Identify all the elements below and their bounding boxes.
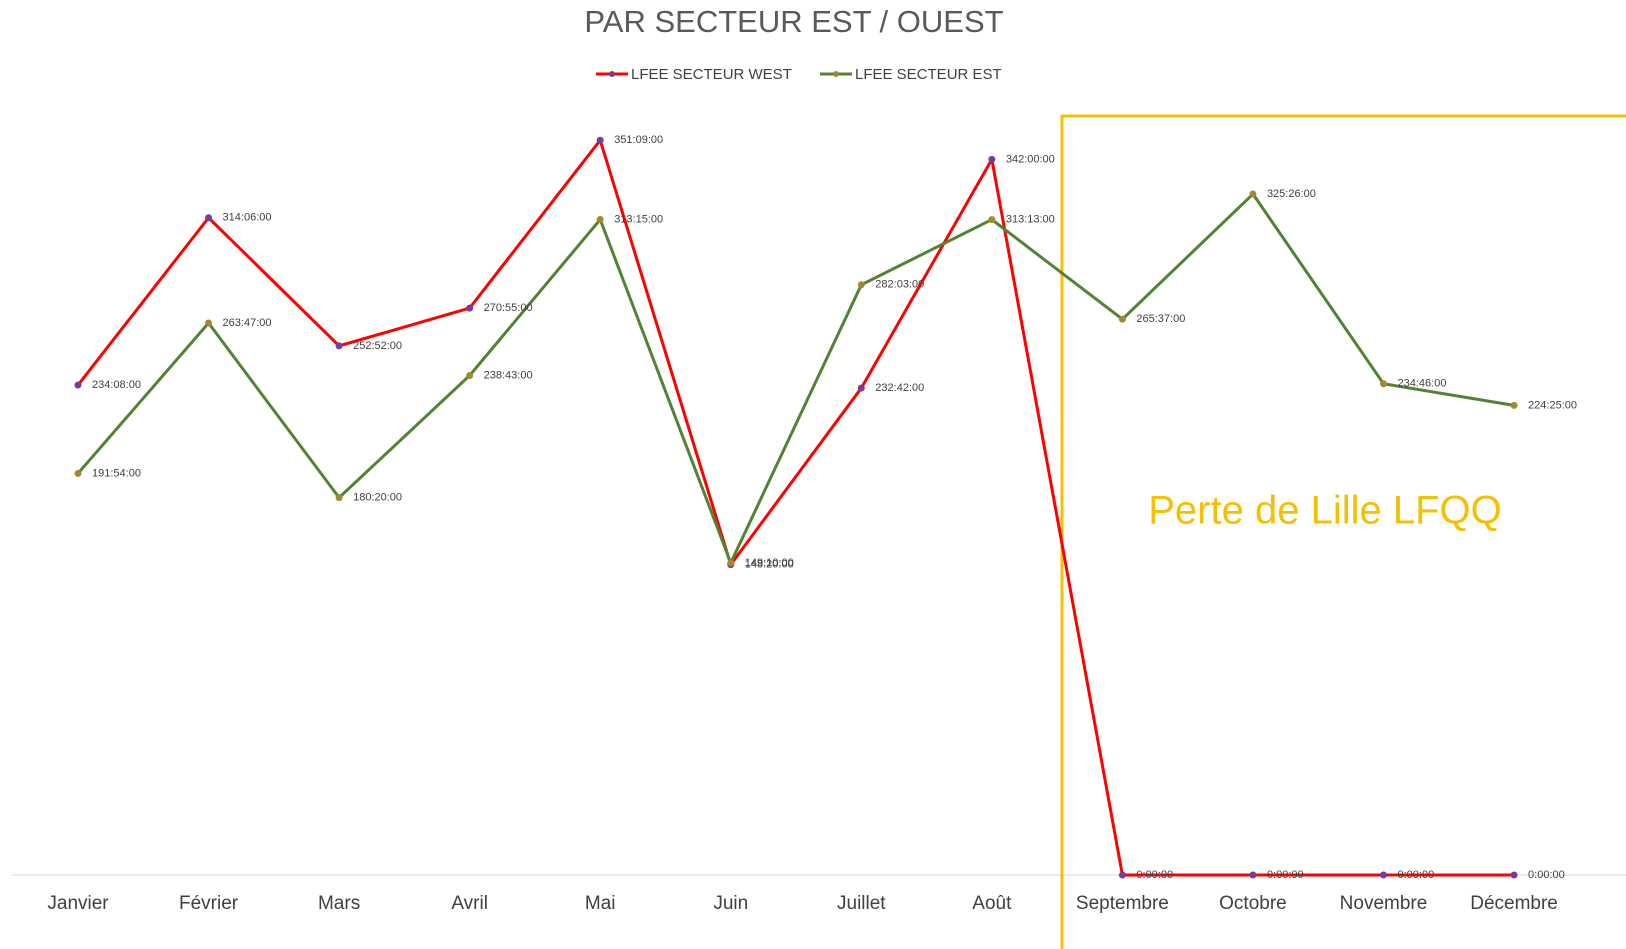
data-point bbox=[857, 384, 865, 392]
data-label: 314:06:00 bbox=[223, 212, 272, 224]
data-label: 180:20:00 bbox=[353, 492, 402, 504]
data-point bbox=[1118, 871, 1126, 879]
data-point bbox=[1380, 871, 1387, 879]
data-label: 282:03:00 bbox=[875, 279, 924, 291]
data-label: 351:09:00 bbox=[614, 134, 663, 146]
x-tick-label: Juin bbox=[713, 893, 748, 914]
x-tick-label: Mars bbox=[318, 893, 360, 914]
series-line bbox=[76, 192, 1515, 565]
data-label: 270:55:00 bbox=[484, 302, 533, 314]
x-tick-label: Août bbox=[972, 893, 1012, 914]
legend-label: LFEE SECTEUR EST bbox=[855, 66, 1002, 83]
data-label: 234:08:00 bbox=[92, 379, 141, 391]
data-label: 148:20:00 bbox=[745, 559, 794, 571]
data-label: 232:42:00 bbox=[875, 382, 924, 394]
data-label: 149:10:00 bbox=[745, 557, 794, 569]
data-point bbox=[1510, 401, 1518, 409]
data-point bbox=[205, 319, 213, 327]
data-label: 252:52:00 bbox=[353, 340, 402, 352]
data-label: 265:37:00 bbox=[1136, 313, 1185, 325]
data-point bbox=[596, 216, 604, 224]
x-tick-label: Novembre bbox=[1340, 893, 1428, 914]
data-point bbox=[1380, 380, 1387, 388]
data-label: 342:00:00 bbox=[1006, 153, 1055, 165]
x-tick-label: Février bbox=[179, 893, 239, 914]
data-point bbox=[466, 371, 474, 379]
data-point bbox=[205, 214, 213, 222]
data-label: 191:54:00 bbox=[92, 467, 141, 479]
x-tick-label: Mai bbox=[585, 893, 616, 914]
data-point bbox=[466, 304, 474, 312]
data-point bbox=[1249, 871, 1257, 879]
data-point bbox=[857, 281, 865, 289]
data-label: 0:00:00 bbox=[1528, 869, 1565, 881]
data-label: 0:00:00 bbox=[1136, 869, 1173, 881]
legend-marker bbox=[609, 71, 615, 77]
annotation: Perte de Lille LFQQ bbox=[1148, 489, 1502, 533]
data-point bbox=[74, 469, 82, 477]
data-point bbox=[1510, 871, 1518, 879]
data-label: 325:26:00 bbox=[1267, 188, 1316, 200]
x-tick-label: Avril bbox=[451, 893, 488, 914]
data-point bbox=[335, 342, 343, 350]
data-point bbox=[74, 381, 82, 389]
data-point bbox=[988, 155, 996, 163]
data-label: 234:46:00 bbox=[1398, 378, 1447, 390]
x-tick-label: Juillet bbox=[837, 893, 886, 914]
data-point bbox=[727, 559, 735, 567]
data-label: 238:43:00 bbox=[484, 369, 533, 381]
legend-marker bbox=[833, 71, 839, 77]
legend-label: LFEE SECTEUR WEST bbox=[631, 66, 792, 83]
data-label: 0:00:00 bbox=[1267, 869, 1304, 881]
data-point bbox=[988, 216, 996, 224]
chart-title: PAR SECTEUR EST / OUEST bbox=[584, 4, 1003, 39]
data-label: 224:25:00 bbox=[1528, 399, 1577, 411]
x-tick-label: Septembre bbox=[1076, 893, 1169, 914]
data-label: 313:13:00 bbox=[1006, 214, 1055, 226]
data-label: 313:15:00 bbox=[614, 213, 663, 225]
x-tick-label: Octobre bbox=[1219, 893, 1287, 914]
data-label: 263:47:00 bbox=[223, 317, 272, 329]
x-tick-label: Décembre bbox=[1470, 893, 1558, 914]
data-point bbox=[596, 136, 604, 144]
data-label: 0:00:00 bbox=[1398, 869, 1435, 881]
x-tick-label: Janvier bbox=[47, 893, 109, 914]
series-line bbox=[76, 138, 1515, 877]
data-point bbox=[1249, 190, 1257, 198]
data-point bbox=[1118, 315, 1126, 323]
data-point bbox=[335, 494, 343, 502]
